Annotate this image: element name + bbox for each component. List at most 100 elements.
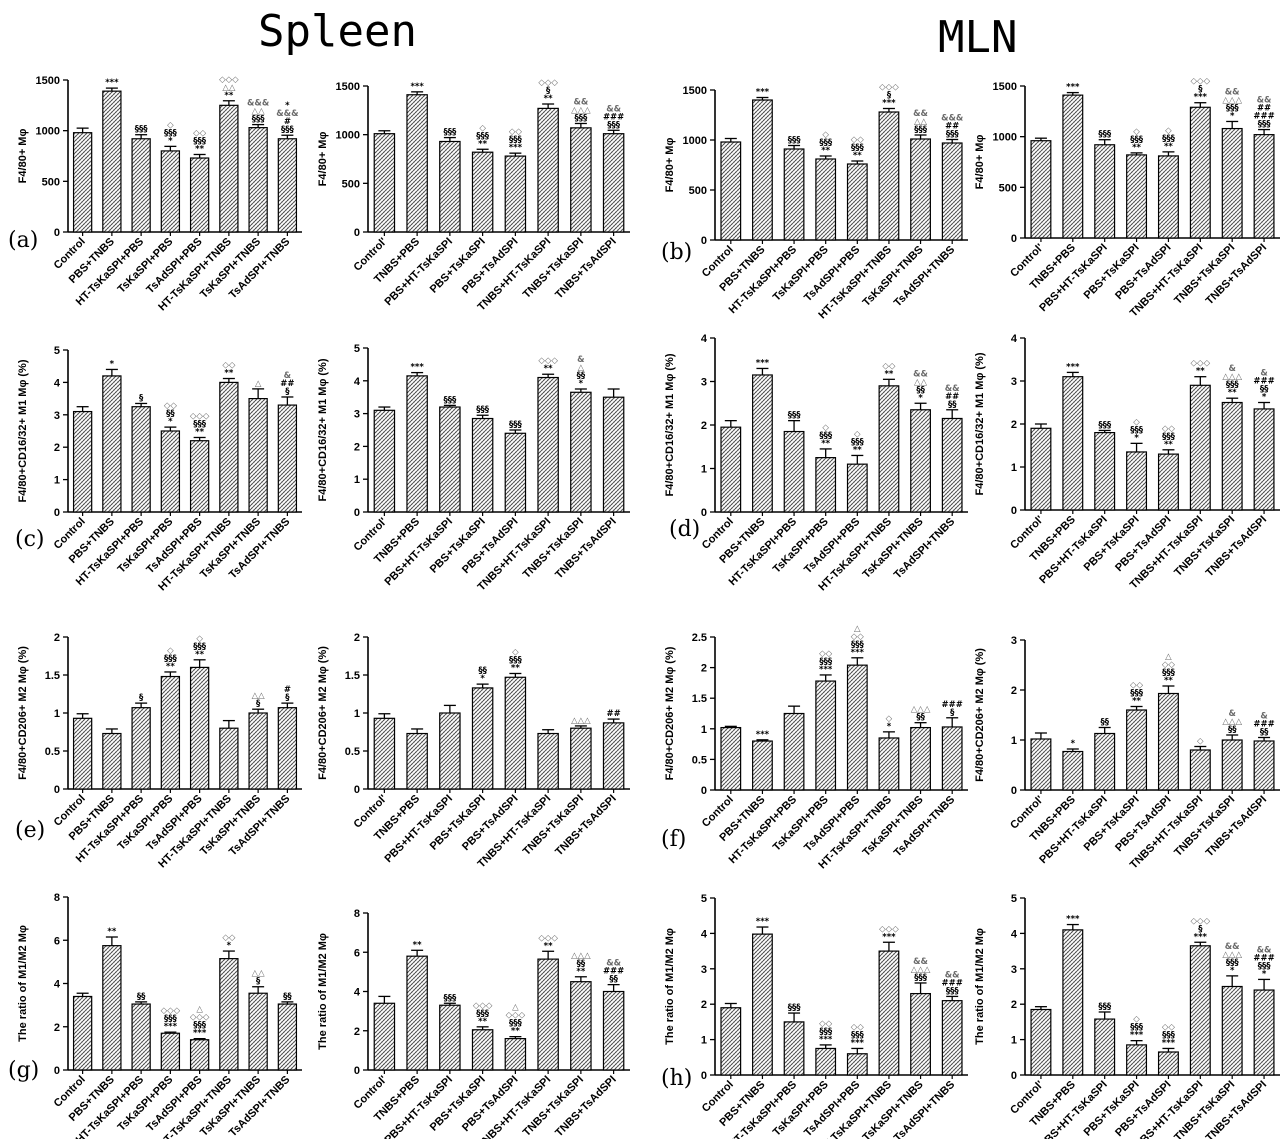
significance-mark: §§§ [851, 143, 865, 153]
bar [1189, 106, 1211, 239]
y-axis-label: F4/80+CD16/32+ M1 Mφ (%) [664, 353, 676, 496]
significance-mark: ◇◇ [851, 135, 865, 145]
x-tick-label: TNBS+TsKaSPI [521, 793, 586, 858]
y-tick-label: 2 [354, 632, 360, 644]
significance-mark: ◇◇ [1162, 1022, 1176, 1032]
bar [72, 132, 93, 233]
significance-mark: *** [819, 665, 833, 675]
bar [720, 1007, 742, 1076]
significance-mark: ** [853, 151, 862, 161]
significance-mark: ** [544, 364, 553, 374]
significance-mark: ** [544, 941, 553, 951]
y-tick-label: 2 [54, 442, 60, 454]
significance-mark: ** [1132, 143, 1141, 153]
significance-mark: *** [756, 358, 770, 368]
significance-mark: §§ [283, 992, 292, 1002]
significance-mark: *** [819, 1035, 833, 1045]
significance-mark: & [1228, 364, 1236, 374]
bar [131, 406, 151, 513]
bar [439, 712, 461, 790]
significance-mark: *** [1066, 362, 1080, 372]
significance-mark: * [227, 941, 232, 951]
significance-mark: ## [607, 709, 621, 719]
significance-mark: §§§ [1226, 380, 1240, 390]
bar [846, 664, 868, 791]
significance-mark: && [573, 97, 588, 107]
y-axis-label: The ratio of M1/M2 Mφ [17, 925, 29, 1042]
y-tick-label: 3 [701, 964, 707, 976]
bar [1221, 985, 1243, 1076]
bar [248, 712, 268, 790]
x-tick-label: TsAdSPI+TNBS [892, 794, 958, 860]
significance-mark: * [285, 101, 290, 111]
significance-mark: *** [882, 932, 896, 942]
significance-mark: §§ [1260, 385, 1269, 395]
bar [570, 981, 592, 1071]
bar [878, 385, 900, 513]
mln-title: MLN [938, 12, 1018, 63]
x-tick-label: TsAdSPI+PBS [802, 794, 862, 854]
significance-mark: * [1134, 433, 1139, 443]
bar [720, 426, 742, 513]
significance-mark: § [256, 699, 261, 709]
x-tick-label: TNBS+TsKaSPI [521, 236, 586, 301]
significance-mark: ◇◇◇ [506, 1011, 526, 1021]
significance-mark: §§§ [164, 128, 178, 138]
significance-mark: * [168, 136, 173, 146]
significance-mark: § [139, 693, 144, 703]
bar [537, 958, 559, 1071]
significance-mark: §§§ [281, 125, 295, 135]
bar [277, 138, 298, 233]
bar [720, 141, 742, 241]
significance-mark: §§§ [1130, 135, 1144, 145]
significance-mark: ** [107, 927, 116, 937]
y-tick-label: 0 [701, 1070, 707, 1082]
y-tick-label: 1 [701, 724, 707, 736]
y-tick-label: 4 [354, 376, 361, 388]
significance-mark: ** [1164, 440, 1173, 450]
significance-mark: § [1198, 924, 1203, 934]
y-tick-label: 2 [701, 663, 707, 675]
significance-mark: ** [821, 439, 830, 449]
significance-mark: *** [756, 88, 770, 98]
x-tick-label: PBS+TsAdSPI [1113, 1079, 1173, 1139]
significance-mark: * [579, 379, 584, 389]
significance-mark: △ [1165, 652, 1172, 662]
significance-mark: ### [603, 112, 624, 122]
significance-mark: &&& [247, 99, 270, 109]
y-tick-label: 2 [1011, 685, 1017, 697]
y-axis-label: F4/80+ Mφ [974, 135, 986, 190]
bar [1126, 451, 1148, 511]
bar [1126, 709, 1148, 791]
y-tick-label: 1.5 [345, 670, 360, 682]
bar [878, 737, 900, 791]
significance-mark: && [945, 384, 960, 394]
significance-mark: △△ [914, 377, 928, 387]
bar [1157, 155, 1179, 239]
y-tick-label: 0 [54, 784, 60, 796]
panel-letter-g: (g) [8, 1058, 40, 1083]
bar [1126, 1044, 1148, 1076]
significance-mark: ◇ [822, 130, 829, 140]
significance-mark: && [913, 369, 928, 379]
bar [248, 992, 268, 1071]
bar [846, 463, 868, 513]
bar [72, 717, 93, 790]
bar [373, 1002, 396, 1071]
significance-mark: §§§ [193, 642, 207, 652]
significance-mark: △△△ [1222, 717, 1242, 727]
bar [570, 727, 592, 790]
significance-mark: & [1228, 709, 1236, 719]
y-tick-label: 1000 [993, 132, 1017, 144]
bar [1030, 1008, 1052, 1076]
panel-letter-e: (e) [15, 818, 46, 843]
bar [815, 1047, 837, 1076]
y-tick-label: 2 [54, 632, 60, 644]
x-tick-label: TNBS+TsKaSPI [521, 516, 586, 581]
bar [1157, 692, 1179, 791]
significance-mark: △△△ [1222, 950, 1242, 960]
bar [160, 675, 181, 790]
y-tick-label: 500 [42, 176, 60, 188]
